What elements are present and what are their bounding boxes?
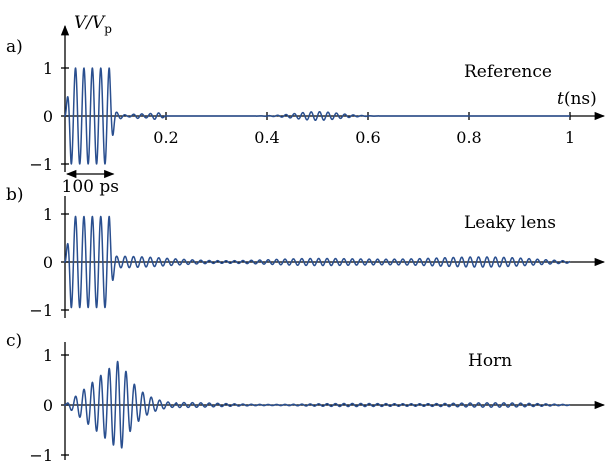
y-tick-label: 0 — [43, 253, 53, 272]
panel-b-label: b) — [6, 185, 24, 205]
y-axis-label-main: V/V — [74, 13, 106, 33]
panel-b-series-line — [63, 215, 571, 309]
y-axis-label-sub: p — [104, 22, 112, 36]
pulse-width-label: 100 ps — [62, 177, 119, 197]
panel-b-ticks: 1 0 −1 — [29, 205, 69, 320]
x-tick-label: 1 — [565, 128, 575, 147]
panel-c-ticks: 1 0 −1 — [29, 346, 69, 461]
y-tick-label: −1 — [29, 155, 53, 174]
y-tick-label: −1 — [29, 446, 53, 461]
x-tick-label: 0.4 — [254, 128, 279, 147]
y-tick-label: 1 — [43, 205, 53, 224]
x-axis-label: t(ns) — [557, 89, 597, 109]
panel-c-series-line — [63, 360, 571, 449]
panel-b: b) Leaky lens 1 0 −1 — [6, 185, 606, 320]
x-axis-label-unit: (ns) — [564, 89, 597, 109]
y-tick-label: 1 — [43, 59, 53, 78]
panel-a-title: Reference — [464, 62, 552, 82]
y-tick-label: −1 — [29, 301, 53, 320]
panel-a-label: a) — [6, 37, 23, 57]
x-tick-label: 0.8 — [456, 128, 481, 147]
panel-b-title: Leaky lens — [464, 213, 556, 233]
panel-a: a) Reference t(ns) 1 0 −1 0.2 0.4 0.6 0.8 1 100… — [6, 24, 606, 197]
y-axis-label: V/Vp — [74, 13, 112, 36]
panel-a-series-line — [63, 67, 571, 165]
panel-c-title: Horn — [468, 351, 512, 371]
y-tick-label: 0 — [43, 396, 53, 415]
y-tick-label: 1 — [43, 346, 53, 365]
x-tick-label: 0.6 — [355, 128, 380, 147]
y-tick-label: 0 — [43, 107, 53, 126]
panel-c-label: c) — [6, 331, 22, 351]
panel-a-ticks: 1 0 −1 0.2 0.4 0.6 0.8 1 — [29, 59, 575, 174]
panel-c: c) Horn 1 0 −1 — [6, 331, 606, 461]
x-tick-label: 0.2 — [153, 128, 178, 147]
pulse-width-annotation: 100 ps — [62, 169, 119, 197]
x-axis-label-main: t — [557, 89, 564, 109]
